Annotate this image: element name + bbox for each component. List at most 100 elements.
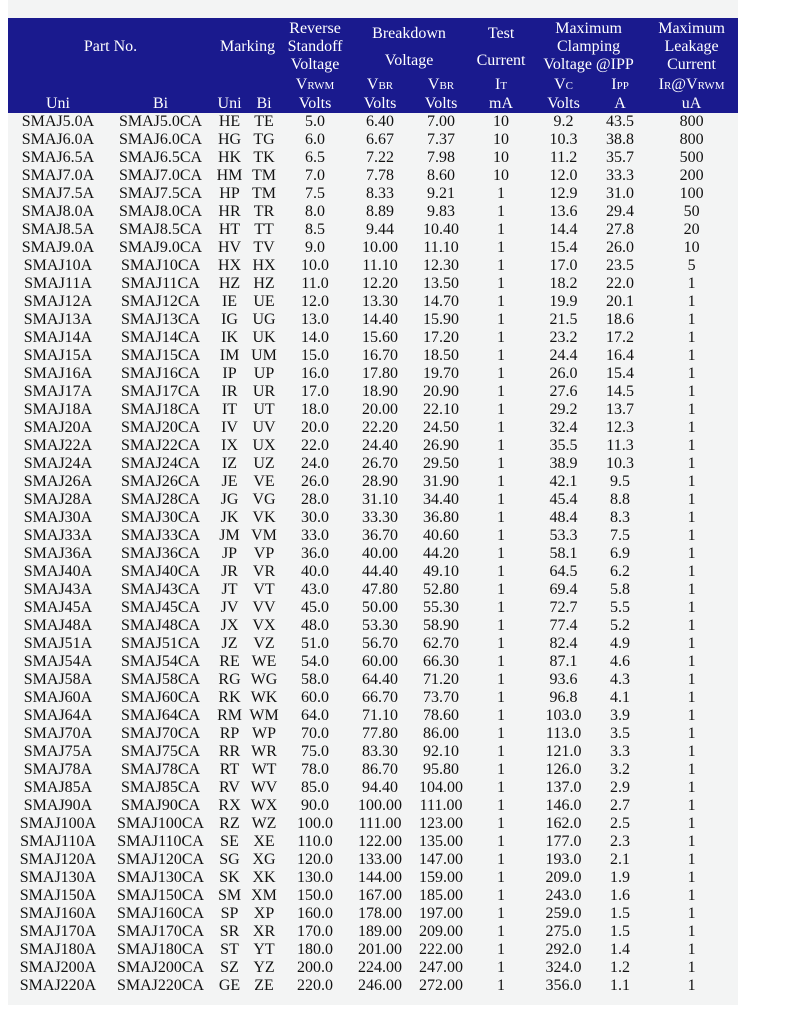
cell-ir: 200 xyxy=(679,167,704,184)
cell-vbr-min: 9.44 xyxy=(366,221,395,238)
cell-ir: 1 xyxy=(687,851,696,868)
cell-part-uni: SMAJ18A xyxy=(23,401,93,418)
cell-part-bi: SMAJ180CA xyxy=(116,941,205,958)
cell-ir: 50 xyxy=(683,203,700,220)
cell-ipp: 1.9 xyxy=(610,869,631,886)
cell-vc: 96.8 xyxy=(549,689,578,706)
cell-vrwm: 13.0 xyxy=(301,311,330,328)
cell-vbr-max: 7.37 xyxy=(427,131,456,148)
cell-part-uni: SMAJ51A xyxy=(23,635,93,652)
cell-marking-uni: JT xyxy=(221,581,238,598)
cell-it: 10 xyxy=(493,113,510,130)
header-standoff-voltage: Reverse Standoff Voltage xyxy=(282,18,349,75)
cell-part-bi: SMAJ12CA xyxy=(120,293,201,310)
cell-ir: 1 xyxy=(687,869,696,886)
cell-marking-uni: HG xyxy=(217,131,242,148)
cell-it: 1 xyxy=(497,833,506,850)
cell-marking-bi: TM xyxy=(252,167,277,184)
cell-marking-bi: WG xyxy=(250,671,278,688)
cell-part-uni: SMAJ130A xyxy=(19,869,97,886)
cell-vbr-min: 178.00 xyxy=(358,905,403,922)
cell-vc: 146.0 xyxy=(545,797,582,814)
cell-ir: 1 xyxy=(687,437,696,454)
cell-vc: 93.6 xyxy=(549,671,578,688)
cell-vc: 209.0 xyxy=(545,869,582,886)
cell-marking-uni: IZ xyxy=(221,455,238,472)
cell-vrwm: 18.0 xyxy=(301,401,330,418)
cell-vbr-min: 66.70 xyxy=(362,689,399,706)
cell-part-uni: SMAJ220A xyxy=(19,977,97,994)
cell-ir: 800 xyxy=(679,113,704,130)
cell-ir: 1 xyxy=(687,491,696,508)
cell-part-bi: SMAJ9.0CA xyxy=(118,239,203,256)
cell-it: 1 xyxy=(497,617,506,634)
cell-part-bi: SMAJ170CA xyxy=(116,923,205,940)
cell-vbr-min: 44.40 xyxy=(362,563,399,580)
cell-part-bi: SMAJ85CA xyxy=(120,779,201,796)
cell-marking-bi: TV xyxy=(253,239,275,256)
cell-vbr-min: 47.80 xyxy=(362,581,399,598)
header-leakage-current: Maximum Leakage Current xyxy=(645,18,739,75)
table-row: SMAJ54A SMAJ54CA RE WE 54.0 60.00 66.30 1 87.1 4.… xyxy=(8,653,738,671)
unit-marking-bi: Bi xyxy=(246,95,283,113)
cell-ir: 1 xyxy=(687,905,696,922)
cell-marking-bi: VG xyxy=(252,491,276,508)
cell-marking-bi: UP xyxy=(253,365,275,382)
cell-vrwm: 90.0 xyxy=(301,797,330,814)
cell-marking-bi: VE xyxy=(253,473,275,490)
table-row: SMAJ180A SMAJ180CA ST YT 180.0 201.00 222.00 1 2… xyxy=(8,941,738,959)
cell-vbr-min: 24.40 xyxy=(362,437,399,454)
cell-marking-uni: SK xyxy=(219,869,240,886)
header-line: Voltage xyxy=(290,55,340,73)
cell-marking-uni: SG xyxy=(219,851,240,868)
cell-it: 1 xyxy=(497,725,506,742)
cell-it: 1 xyxy=(497,455,506,472)
cell-it: 1 xyxy=(497,977,506,994)
cell-vbr-max: 19.70 xyxy=(423,365,460,382)
table-row: SMAJ150A SMAJ150CA SM XM 150.0 167.00 185.00 1 2… xyxy=(8,887,738,905)
cell-marking-bi: UM xyxy=(251,347,277,364)
unit-ipp: A xyxy=(595,95,646,113)
cell-vbr-max: 10.40 xyxy=(423,221,460,238)
cell-ir: 1 xyxy=(687,599,696,616)
cell-vbr-min: 133.00 xyxy=(358,851,403,868)
cell-vrwm: 12.0 xyxy=(301,293,330,310)
cell-marking-uni: IV xyxy=(221,419,238,436)
cell-it: 1 xyxy=(497,509,506,526)
cell-it: 1 xyxy=(497,743,506,760)
cell-marking-bi: UG xyxy=(252,311,276,328)
header-spacer xyxy=(8,75,283,95)
cell-part-bi: SMAJ40CA xyxy=(120,563,201,580)
cell-marking-bi: WV xyxy=(250,779,278,796)
cell-ir: 1 xyxy=(687,671,696,688)
cell-ipp: 38.8 xyxy=(606,131,635,148)
cell-it: 10 xyxy=(493,167,510,184)
cell-vc: 42.1 xyxy=(549,473,578,490)
cell-ipp: 1.4 xyxy=(610,941,631,958)
cell-part-uni: SMAJ54A xyxy=(23,653,93,670)
cell-ipp: 43.5 xyxy=(606,113,635,130)
cell-marking-uni: SZ xyxy=(220,959,239,976)
cell-marking-bi: WX xyxy=(250,797,278,814)
cell-marking-uni: RP xyxy=(219,725,240,742)
cell-marking-uni: HE xyxy=(218,113,241,130)
cell-ipp: 5.2 xyxy=(610,617,631,634)
cell-vc: 58.1 xyxy=(549,545,578,562)
table-row: SMAJ64A SMAJ64CA RM WM 64.0 71.10 78.60 1 103.0 3… xyxy=(8,707,738,725)
cell-part-uni: SMAJ78A xyxy=(23,761,93,778)
cell-part-uni: SMAJ100A xyxy=(19,815,97,832)
cell-marking-uni: RZ xyxy=(219,815,240,832)
table-row: SMAJ120A SMAJ120CA SG XG 120.0 133.00 147.00 1 1… xyxy=(8,851,738,869)
cell-vc: 29.2 xyxy=(549,401,578,418)
table-row: SMAJ60A SMAJ60CA RK WK 60.0 66.70 73.70 1 96.8 4.… xyxy=(8,689,738,707)
cell-it: 1 xyxy=(497,959,506,976)
cell-vbr-max: 58.90 xyxy=(423,617,460,634)
header-line: Standoff xyxy=(287,37,343,55)
cell-marking-uni: RX xyxy=(218,797,241,814)
cell-part-bi: SMAJ11CA xyxy=(121,275,200,292)
cell-part-uni: SMAJ8.5A xyxy=(21,221,95,238)
cell-part-bi: SMAJ7.5CA xyxy=(118,185,203,202)
cell-vrwm: 64.0 xyxy=(301,707,330,724)
cell-ir: 1 xyxy=(687,923,696,940)
cell-it: 1 xyxy=(497,491,506,508)
